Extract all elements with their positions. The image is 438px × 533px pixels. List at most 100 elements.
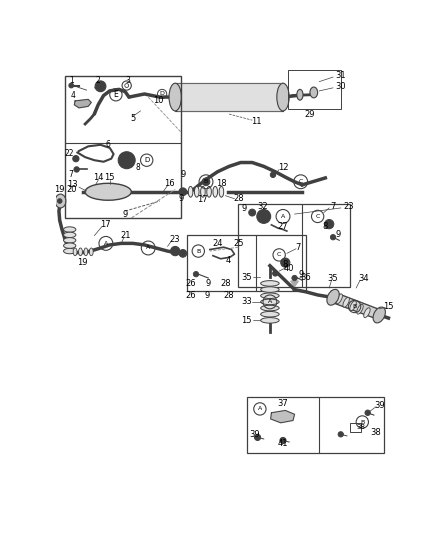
Ellipse shape [213,187,218,197]
Text: 15: 15 [241,316,252,325]
Text: 9: 9 [242,204,247,213]
Ellipse shape [188,187,193,197]
Text: 3: 3 [125,76,130,85]
Text: B: B [204,179,208,184]
Ellipse shape [357,304,363,314]
Polygon shape [175,83,283,111]
Text: 9: 9 [123,209,128,219]
Text: 24: 24 [212,239,223,248]
Text: 40: 40 [284,263,294,272]
Circle shape [272,271,278,276]
Text: 19: 19 [78,258,88,267]
Ellipse shape [364,308,370,318]
Ellipse shape [261,287,279,292]
Text: 20: 20 [66,185,77,194]
Text: 22: 22 [65,149,74,158]
Text: 19: 19 [54,185,65,194]
Ellipse shape [343,297,350,307]
Text: 13: 13 [67,180,78,189]
Text: 15: 15 [383,302,394,311]
Text: 39: 39 [374,401,385,409]
Text: 14: 14 [93,173,103,182]
Ellipse shape [89,248,93,256]
Text: E: E [113,90,118,99]
Text: 28: 28 [224,291,234,300]
Ellipse shape [78,248,82,256]
Text: 27: 27 [278,222,288,231]
Text: 26: 26 [185,291,196,300]
Text: C: C [299,179,303,184]
Text: 31: 31 [336,71,346,80]
Ellipse shape [297,90,303,100]
Text: 35: 35 [328,273,339,282]
Ellipse shape [261,299,279,305]
Text: 39: 39 [249,430,260,439]
Bar [238,204,350,287]
Polygon shape [74,99,91,108]
Text: 16: 16 [165,179,175,188]
Text: 38: 38 [356,424,365,431]
Circle shape [270,172,276,177]
Text: 7: 7 [296,243,301,252]
Circle shape [179,188,187,196]
Ellipse shape [207,187,212,197]
Text: B: B [196,248,201,254]
Bar [187,235,306,291]
Text: 23: 23 [343,202,354,211]
Text: 4: 4 [71,91,75,100]
Text: 23: 23 [170,235,180,244]
Text: C: C [277,253,281,257]
Text: A: A [281,214,285,219]
Ellipse shape [64,243,76,248]
Text: 17: 17 [197,195,208,204]
Ellipse shape [327,289,339,305]
Text: 28: 28 [234,194,244,203]
Text: 9: 9 [298,270,304,279]
Circle shape [338,432,343,437]
Ellipse shape [169,83,181,111]
Bar [350,423,361,432]
Text: 6: 6 [106,140,111,149]
Text: 29: 29 [305,109,315,118]
Circle shape [254,434,261,440]
Ellipse shape [201,187,205,197]
Text: A: A [146,246,150,251]
Ellipse shape [261,281,279,286]
Text: 2: 2 [96,76,101,85]
Text: 9: 9 [336,230,341,239]
Ellipse shape [373,307,385,323]
Circle shape [292,276,297,281]
Text: 33: 33 [241,297,252,306]
Ellipse shape [310,87,318,98]
Circle shape [179,249,187,257]
Circle shape [69,83,74,88]
Text: D: D [160,92,165,96]
Ellipse shape [194,187,199,197]
Text: 21: 21 [120,231,131,240]
Ellipse shape [64,248,76,254]
Ellipse shape [84,248,88,256]
Circle shape [280,438,286,443]
Text: 28: 28 [220,279,230,288]
Text: 9: 9 [179,194,184,203]
Circle shape [170,246,180,256]
Text: 30: 30 [336,82,346,91]
Text: B: B [353,304,357,309]
Text: 4: 4 [226,256,231,265]
Text: 36: 36 [301,273,311,282]
Text: 12: 12 [278,164,288,172]
Bar [288,70,341,109]
Text: 34: 34 [359,273,369,282]
Ellipse shape [85,183,131,200]
Text: 35: 35 [241,273,252,282]
Text: A: A [258,407,262,411]
Text: D: D [144,157,149,163]
Ellipse shape [336,294,343,304]
Ellipse shape [219,187,224,197]
Ellipse shape [55,194,66,208]
Text: 10: 10 [153,96,163,106]
Text: 7: 7 [69,169,74,179]
Ellipse shape [64,232,76,238]
Circle shape [202,178,210,185]
Circle shape [74,167,79,172]
